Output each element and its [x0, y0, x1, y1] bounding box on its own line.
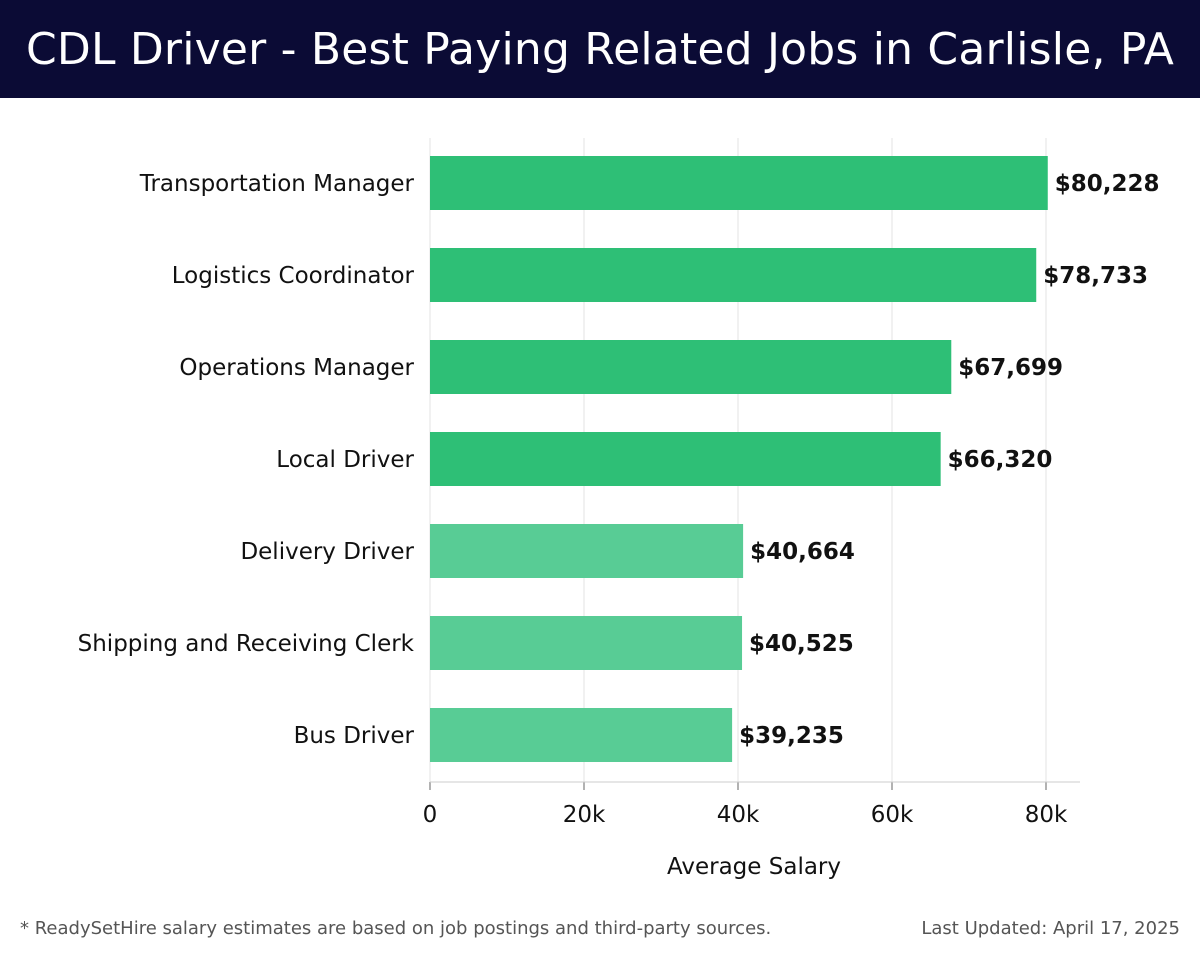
bars: [430, 156, 1048, 762]
category-label: Transportation Manager: [139, 171, 415, 197]
bar: [430, 524, 744, 578]
footer-note: * ReadySetHire salary estimates are base…: [20, 918, 772, 939]
bar: [430, 156, 1048, 210]
value-label: $78,733: [1043, 263, 1148, 289]
category-label: Local Driver: [276, 447, 414, 473]
x-tick-label: 0: [423, 802, 438, 828]
bar: [430, 708, 733, 762]
x-axis: 0 20k 40k 60k 80k: [423, 781, 1080, 828]
x-tick-label: 20k: [563, 802, 606, 828]
x-axis-label: Average Salary: [667, 854, 841, 880]
x-tick-label: 60k: [871, 802, 914, 828]
value-labels: $80,228 $78,733 $67,699 $66,320 $40,664 $40,5…: [739, 171, 1159, 749]
bar: [430, 432, 941, 486]
x-tick-label: 80k: [1025, 802, 1068, 828]
value-label: $67,699: [958, 355, 1063, 381]
category-label: Bus Driver: [294, 723, 415, 749]
value-label: $66,320: [948, 447, 1053, 473]
page-title: CDL Driver - Best Paying Related Jobs in…: [25, 23, 1175, 75]
category-label: Logistics Coordinator: [172, 263, 415, 289]
category-label: Delivery Driver: [240, 539, 414, 565]
footer-updated: Last Updated: April 17, 2025: [921, 918, 1180, 939]
bar: [430, 248, 1037, 302]
value-label: $40,525: [749, 631, 854, 657]
value-label: $40,664: [750, 539, 855, 565]
category-label: Shipping and Receiving Clerk: [78, 631, 415, 657]
bar: [430, 340, 952, 394]
value-label: $80,228: [1055, 171, 1160, 197]
header-bar: CDL Driver - Best Paying Related Jobs in…: [0, 0, 1200, 98]
value-label: $39,235: [739, 723, 844, 749]
x-tick-label: 40k: [717, 802, 760, 828]
category-label: Operations Manager: [179, 355, 414, 381]
salary-bar-chart: Transportation Manager Logistics Coordina…: [78, 138, 1160, 880]
bar: [430, 616, 743, 670]
category-labels: Transportation Manager Logistics Coordina…: [78, 171, 415, 749]
